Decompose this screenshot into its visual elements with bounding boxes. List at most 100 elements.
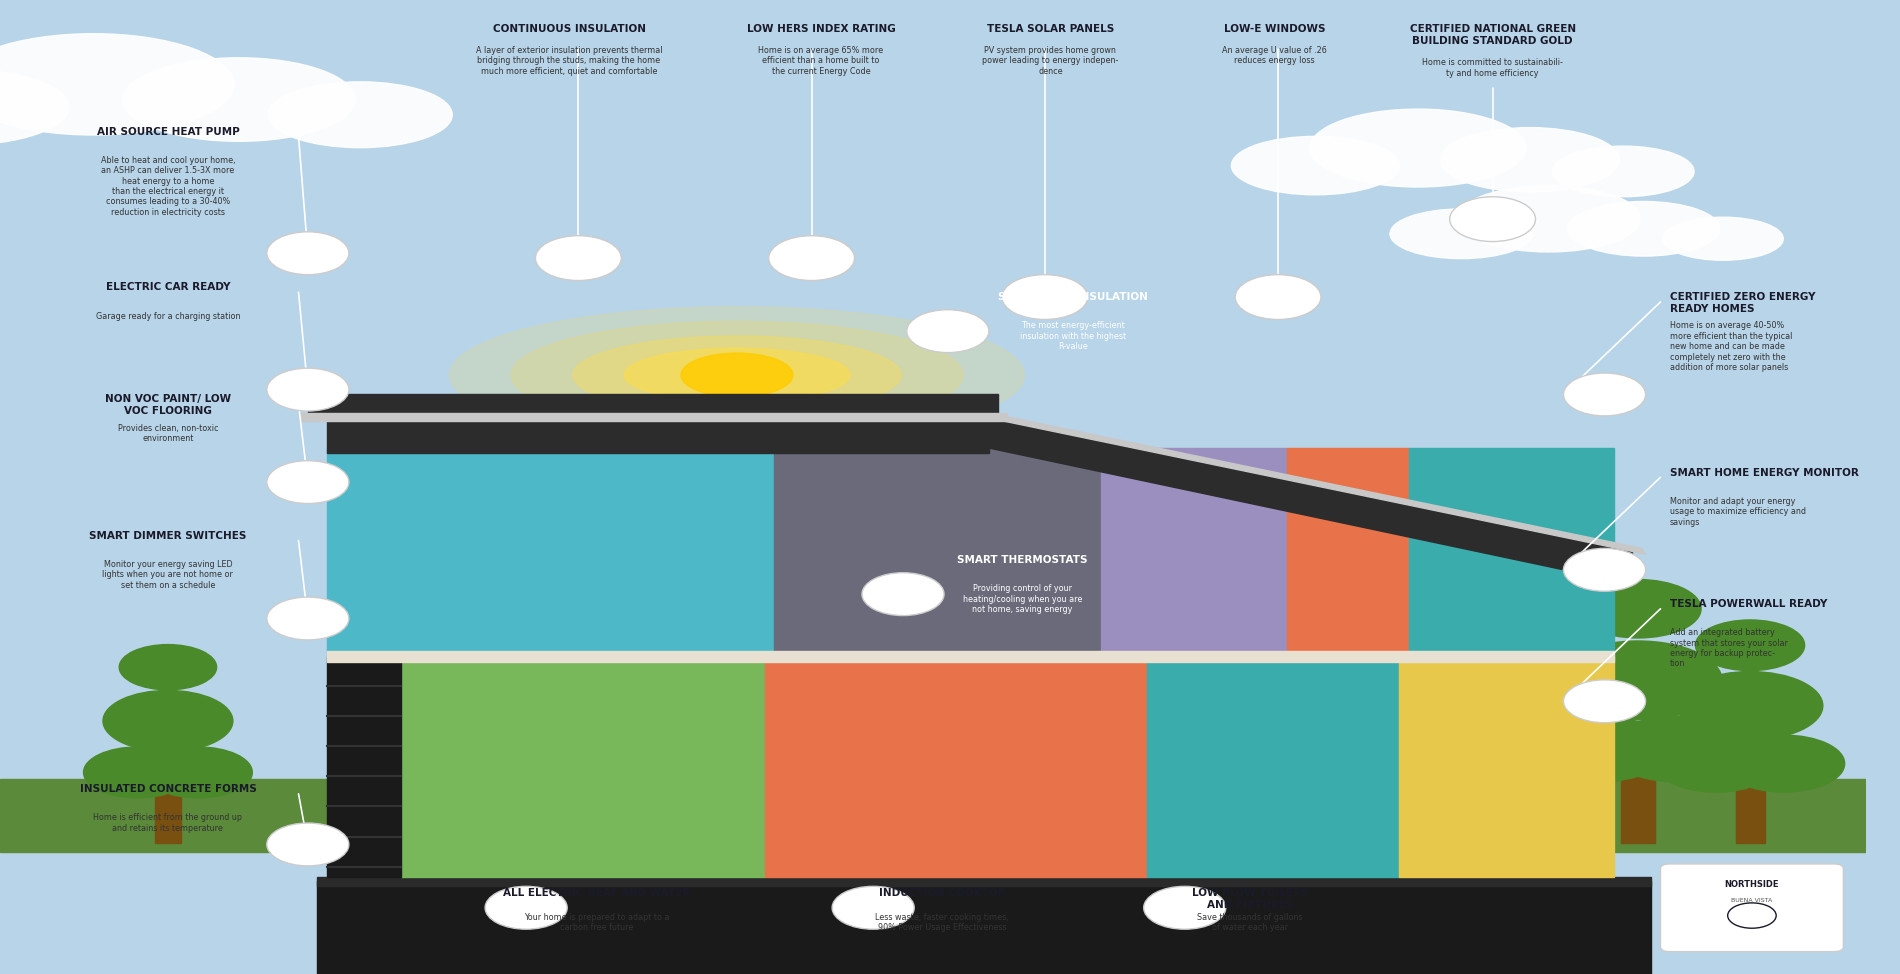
Ellipse shape (1662, 217, 1784, 260)
Text: INDUCTION COOKTOP: INDUCTION COOKTOP (880, 888, 1005, 898)
Text: PV system provides home grown
power leading to energy indepen-
dence: PV system provides home grown power lead… (982, 46, 1119, 76)
Text: Less waste, faster cooking times,
90% Power Usage Effectiveness: Less waste, faster cooking times, 90% Po… (876, 913, 1009, 932)
Circle shape (484, 886, 568, 929)
Bar (308, 394, 998, 419)
Ellipse shape (1231, 136, 1398, 195)
Text: CERTIFIED NATIONAL GREEN
BUILDING STANDARD GOLD: CERTIFIED NATIONAL GREEN BUILDING STANDA… (1410, 24, 1575, 46)
Text: TESLA POWERWALL READY: TESLA POWERWALL READY (1670, 599, 1828, 609)
Circle shape (770, 236, 855, 281)
Bar (317, 877, 1651, 886)
Ellipse shape (0, 69, 68, 145)
Text: SMART HOME ENERGY MONITOR: SMART HOME ENERGY MONITOR (1670, 468, 1858, 477)
Ellipse shape (623, 348, 849, 401)
Text: SMART DIMMER SWITCHES: SMART DIMMER SWITCHES (89, 531, 247, 541)
Ellipse shape (1391, 208, 1533, 258)
Ellipse shape (84, 747, 192, 798)
Text: Providing control of your
heating/cooling when you are
not home, saving energy: Providing control of your heating/coolin… (963, 584, 1083, 615)
Bar (327, 448, 775, 657)
Text: ALL ELECTRIC HEAT AND WATER: ALL ELECTRIC HEAT AND WATER (504, 888, 692, 898)
Text: A layer of exterior insulation prevents thermal
bridging through the studs, maki: A layer of exterior insulation prevents … (475, 46, 663, 76)
FancyBboxPatch shape (1661, 864, 1843, 952)
Text: Home is efficient from the ground up
and retains its temperature: Home is efficient from the ground up and… (93, 813, 243, 833)
Ellipse shape (122, 57, 355, 141)
Text: NON VOC PAINT/ LOW
VOC FLOORING: NON VOC PAINT/ LOW VOC FLOORING (104, 394, 232, 416)
Text: Monitor and adapt your energy
usage to maximize efficiency and
savings: Monitor and adapt your energy usage to m… (1670, 497, 1805, 527)
Circle shape (266, 823, 350, 866)
Text: Garage ready for a charging station: Garage ready for a charging station (95, 312, 239, 320)
Ellipse shape (1655, 735, 1777, 792)
Bar (1621, 755, 1655, 843)
Text: Your home is prepared to adapt to a
carbon free future: Your home is prepared to adapt to a carb… (524, 913, 671, 932)
Text: Home is on average 40-50%
more efficient than the typical
new home and can be ma: Home is on average 40-50% more efficient… (1670, 321, 1792, 372)
Text: SPRAY FOAM INSULATION: SPRAY FOAM INSULATION (998, 292, 1148, 302)
Circle shape (1564, 548, 1645, 591)
Ellipse shape (1552, 146, 1695, 197)
Ellipse shape (1607, 716, 1748, 782)
Ellipse shape (268, 82, 452, 148)
Text: BUENA VISTA: BUENA VISTA (1731, 898, 1773, 903)
Bar (156, 777, 180, 843)
Text: LOW-E WINDOWS: LOW-E WINDOWS (1224, 24, 1324, 34)
Circle shape (1450, 197, 1535, 242)
Text: NORTHSIDE: NORTHSIDE (1725, 880, 1778, 888)
Bar (1398, 657, 1613, 877)
Bar (1408, 448, 1613, 657)
Text: ELECTRIC CAR READY: ELECTRIC CAR READY (106, 282, 230, 292)
Polygon shape (980, 411, 1645, 554)
Text: TESLA SOLAR PANELS: TESLA SOLAR PANELS (986, 24, 1113, 34)
Bar (1100, 448, 1288, 657)
Text: The most energy-efficient
insulation with the highest
R-value: The most energy-efficient insulation wit… (1020, 321, 1127, 352)
Circle shape (1001, 275, 1087, 319)
Bar (327, 651, 1613, 662)
Ellipse shape (144, 747, 253, 798)
Text: SMART THERMOSTATS: SMART THERMOSTATS (958, 555, 1087, 565)
Text: LOW HERS INDEX RATING: LOW HERS INDEX RATING (747, 24, 895, 34)
Text: Monitor your energy saving LED
lights when you are not home or
set them on a sch: Monitor your energy saving LED lights wh… (103, 560, 234, 590)
Bar (0, 779, 327, 852)
Bar (1735, 768, 1765, 843)
Circle shape (1564, 680, 1645, 723)
Circle shape (536, 236, 621, 281)
Ellipse shape (1457, 186, 1640, 252)
Bar (298, 413, 1007, 421)
Bar (401, 657, 766, 877)
Circle shape (266, 597, 350, 640)
Bar (317, 881, 1651, 974)
Circle shape (266, 368, 350, 411)
Ellipse shape (1723, 735, 1845, 792)
Ellipse shape (1575, 580, 1700, 638)
Ellipse shape (0, 34, 234, 135)
Bar (766, 657, 1148, 877)
Bar (775, 448, 1100, 657)
Ellipse shape (103, 691, 234, 752)
Text: CERTIFIED ZERO ENERGY
READY HOMES: CERTIFIED ZERO ENERGY READY HOMES (1670, 292, 1814, 314)
Bar (327, 657, 401, 877)
Ellipse shape (450, 307, 1024, 443)
Circle shape (1144, 886, 1226, 929)
Circle shape (863, 573, 944, 616)
Bar (1288, 448, 1408, 657)
Text: An average U value of .26
reduces energy loss: An average U value of .26 reduces energy… (1222, 46, 1326, 65)
Ellipse shape (1695, 619, 1805, 670)
Circle shape (266, 232, 350, 275)
Text: Able to heat and cool your home,
an ASHP can deliver 1.5-3X more
heat energy to : Able to heat and cool your home, an ASHP… (101, 156, 236, 217)
Text: Home is committed to sustainabili-
ty and home efficiency: Home is committed to sustainabili- ty an… (1423, 58, 1564, 78)
Circle shape (266, 461, 350, 504)
Circle shape (832, 886, 914, 929)
Bar (1613, 779, 1866, 852)
Circle shape (1564, 373, 1645, 416)
Ellipse shape (1568, 202, 1720, 256)
Text: INSULATED CONCRETE FORMS: INSULATED CONCRETE FORMS (80, 784, 256, 794)
Polygon shape (988, 414, 1632, 584)
Text: CONTINUOUS INSULATION: CONTINUOUS INSULATION (492, 24, 646, 34)
Ellipse shape (1678, 671, 1822, 740)
Ellipse shape (1554, 641, 1721, 720)
Ellipse shape (572, 336, 901, 414)
Circle shape (1235, 275, 1320, 319)
Ellipse shape (511, 321, 963, 429)
Bar (327, 416, 988, 453)
Text: Home is on average 65% more
efficient than a home built to
the current Energy Co: Home is on average 65% more efficient th… (758, 46, 884, 76)
Ellipse shape (680, 354, 792, 397)
Text: LOW FLOW TOILETS
AND FIXTURES: LOW FLOW TOILETS AND FIXTURES (1191, 888, 1307, 910)
Text: Add an integrated battery
system that stores your solar
energy for backup protec: Add an integrated battery system that st… (1670, 628, 1788, 668)
